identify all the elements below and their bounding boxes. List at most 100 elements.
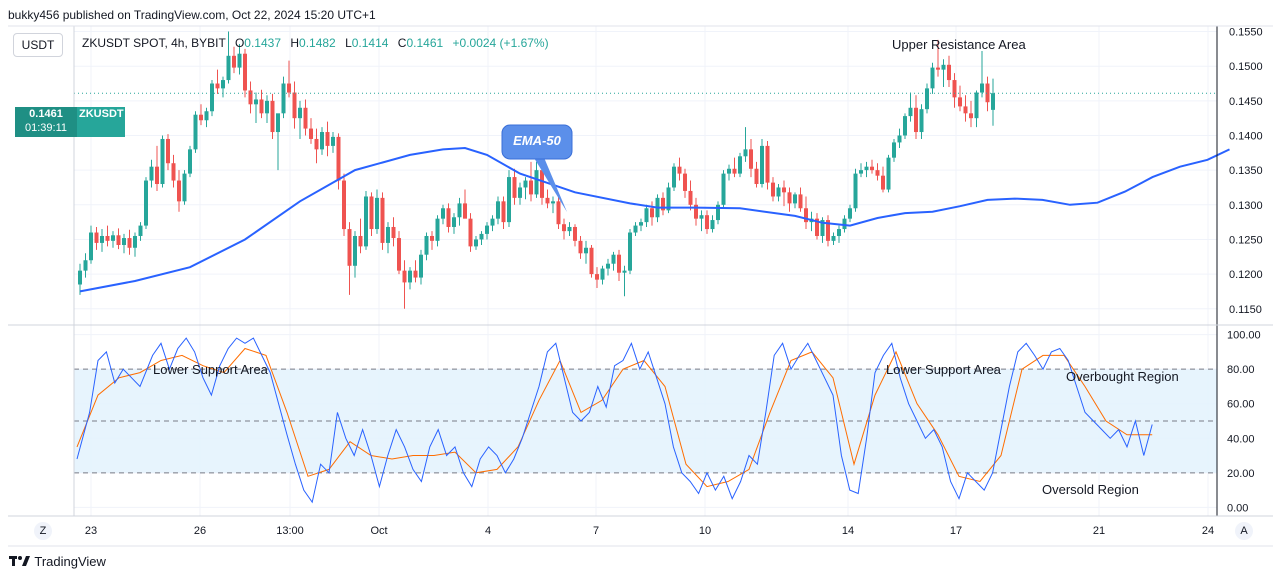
candle[interactable] xyxy=(936,39,940,77)
candle[interactable] xyxy=(408,267,412,290)
stoch-k-line[interactable] xyxy=(76,337,1153,504)
candle[interactable] xyxy=(897,128,902,148)
candle[interactable] xyxy=(672,163,676,191)
candle[interactable] xyxy=(496,196,500,225)
tradingview-logo[interactable]: TradingView xyxy=(9,554,106,570)
ema-50-line[interactable] xyxy=(79,146,1230,293)
candle[interactable] xyxy=(864,161,869,178)
candle[interactable] xyxy=(457,197,462,226)
candle[interactable] xyxy=(573,224,577,247)
candle[interactable] xyxy=(633,222,638,236)
candle[interactable] xyxy=(259,89,264,119)
candle[interactable] xyxy=(358,218,363,254)
candle[interactable] xyxy=(83,253,88,278)
candle[interactable] xyxy=(116,228,121,250)
candle[interactable] xyxy=(969,100,973,128)
auto-scale-button[interactable]: A xyxy=(1235,522,1253,540)
candle[interactable] xyxy=(765,141,770,190)
candle[interactable] xyxy=(952,73,957,108)
candle[interactable] xyxy=(875,163,880,181)
candle[interactable] xyxy=(886,154,891,193)
price-axis[interactable]: 0.1150 0.1200 0.1250 0.1300 0.1350 0.1400 0.14… xyxy=(1229,27,1263,316)
candle[interactable] xyxy=(380,192,385,250)
candle[interactable] xyxy=(342,173,346,236)
candle[interactable] xyxy=(584,240,588,264)
candle[interactable] xyxy=(683,168,687,198)
candle[interactable] xyxy=(375,189,379,234)
candle[interactable] xyxy=(490,215,495,232)
candle[interactable] xyxy=(870,159,874,174)
candle[interactable] xyxy=(919,104,924,139)
candle[interactable] xyxy=(501,196,506,230)
candle[interactable] xyxy=(237,44,242,75)
candle[interactable] xyxy=(369,192,374,236)
candle[interactable] xyxy=(562,218,566,240)
candle[interactable] xyxy=(287,60,291,98)
candle[interactable] xyxy=(556,194,561,230)
candle[interactable] xyxy=(589,244,594,278)
candle[interactable] xyxy=(232,46,236,74)
candle[interactable] xyxy=(848,204,852,223)
candle[interactable] xyxy=(144,177,148,230)
time-axis[interactable]: 23 26 13:00 Oct 4 7 10 14 17 21 24 xyxy=(85,525,1214,537)
candle[interactable] xyxy=(908,92,913,122)
candle[interactable] xyxy=(941,59,946,87)
candle[interactable] xyxy=(721,170,726,209)
candle[interactable] xyxy=(441,204,445,225)
candle[interactable] xyxy=(650,201,654,226)
candle[interactable] xyxy=(254,92,258,124)
candle[interactable] xyxy=(204,107,209,128)
candle[interactable] xyxy=(402,260,407,309)
candle[interactable] xyxy=(732,157,737,178)
timezone-button[interactable]: Z xyxy=(34,522,52,540)
candle[interactable] xyxy=(512,168,517,205)
candle[interactable] xyxy=(958,85,962,112)
candle[interactable] xyxy=(776,184,781,202)
candle[interactable] xyxy=(149,159,154,188)
candle[interactable] xyxy=(688,180,693,211)
candle[interactable] xyxy=(595,267,599,288)
candle[interactable] xyxy=(925,83,929,114)
candle[interactable] xyxy=(622,265,627,297)
candle[interactable] xyxy=(127,229,132,255)
candle[interactable] xyxy=(111,231,115,248)
candle[interactable] xyxy=(182,170,187,205)
candle[interactable] xyxy=(578,235,583,259)
candle[interactable] xyxy=(804,196,808,230)
candle[interactable] xyxy=(364,190,368,250)
candle[interactable] xyxy=(430,231,434,250)
candle[interactable] xyxy=(199,104,203,126)
candle[interactable] xyxy=(710,215,715,233)
candle[interactable] xyxy=(105,225,110,247)
candle[interactable] xyxy=(974,90,979,128)
candle[interactable] xyxy=(413,260,418,283)
candle[interactable] xyxy=(545,189,550,209)
candles[interactable] xyxy=(78,31,995,309)
candle[interactable] xyxy=(727,164,731,181)
candle[interactable] xyxy=(177,170,181,212)
candle[interactable] xyxy=(980,50,984,98)
candle[interactable] xyxy=(424,232,429,261)
symbol-label[interactable]: ZKUSDT SPOT, 4h, BYBIT xyxy=(82,36,226,50)
candle[interactable] xyxy=(677,157,682,181)
candle[interactable] xyxy=(298,100,302,139)
candle[interactable] xyxy=(809,211,814,232)
candle[interactable] xyxy=(155,145,159,191)
candle[interactable] xyxy=(743,127,748,162)
candle[interactable] xyxy=(798,187,803,212)
candle[interactable] xyxy=(705,210,709,234)
candle[interactable] xyxy=(122,233,126,254)
candle[interactable] xyxy=(617,249,621,282)
candle[interactable] xyxy=(529,161,533,202)
candle[interactable] xyxy=(716,201,720,225)
candle[interactable] xyxy=(991,78,995,126)
candle[interactable] xyxy=(507,170,511,227)
candle[interactable] xyxy=(479,231,484,245)
candle[interactable] xyxy=(930,62,935,94)
candle[interactable] xyxy=(644,204,649,227)
candle[interactable] xyxy=(281,76,286,119)
candle[interactable] xyxy=(760,138,764,188)
candle[interactable] xyxy=(914,95,918,139)
oscillator-axis[interactable]: 100.00 80.00 60.00 40.00 20.00 0.00 xyxy=(1227,330,1261,515)
candle[interactable] xyxy=(353,231,357,278)
